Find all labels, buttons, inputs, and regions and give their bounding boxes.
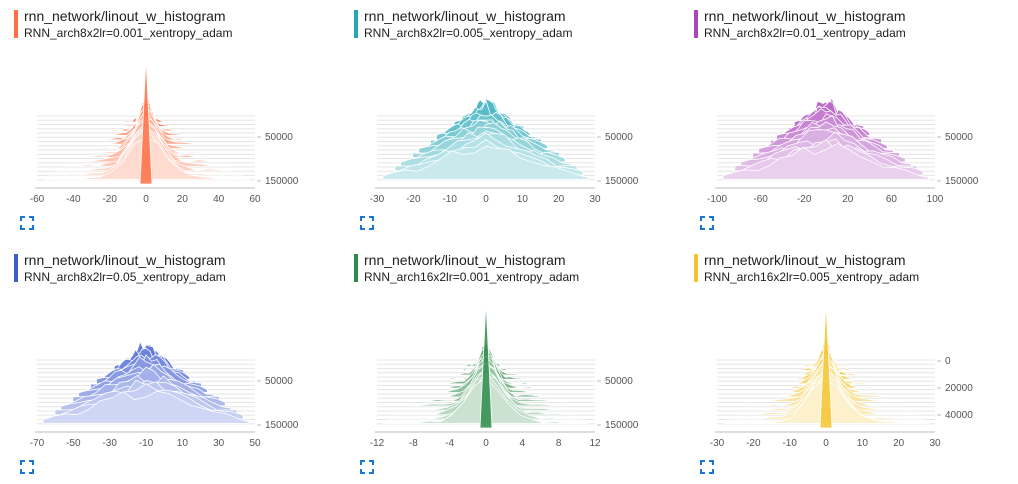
expand-icon[interactable]: [360, 460, 374, 474]
x-tick-label: -30: [102, 438, 117, 449]
x-tick-label: -10: [442, 194, 457, 205]
y-tick-label: 20000: [945, 383, 973, 394]
y-tick-label: 150000: [605, 420, 639, 431]
run-color-swatch: [14, 254, 18, 282]
run-name: RNN_arch8x2lr=0.05_xentropy_adam: [24, 270, 226, 284]
expand-icon[interactable]: [20, 216, 34, 230]
x-tick-label: 30: [213, 438, 225, 449]
x-tick-label: -30: [710, 438, 725, 449]
x-tick-label: 40: [213, 194, 225, 205]
histogram-peak: [139, 57, 153, 185]
card-title: rnn_network/linout_w_histogram: [24, 8, 226, 24]
x-tick-label: -10: [782, 438, 797, 449]
y-tick-label: 50000: [605, 376, 633, 387]
run-color-swatch: [694, 10, 698, 38]
histogram-card: rnn_network/linout_w_histogram RNN_arch8…: [340, 0, 670, 240]
run-name: RNN_arch8x2lr=0.001_xentropy_adam: [24, 26, 233, 40]
x-tick-label: 10: [177, 438, 189, 449]
card-title: rnn_network/linout_w_histogram: [704, 8, 906, 24]
x-tick-label: 0: [483, 194, 489, 205]
run-color-swatch: [354, 10, 358, 38]
x-tick-label: -30: [370, 194, 385, 205]
histogram-chart: -100 -60 -20 20 60 100 50000 150000: [707, 96, 979, 205]
expand-icon[interactable]: [360, 216, 374, 230]
x-tick-label: 0: [143, 194, 149, 205]
x-tick-label: -20: [406, 194, 421, 205]
histogram-layer: [382, 145, 590, 180]
run-name: RNN_arch8x2lr=0.005_xentropy_adam: [364, 26, 573, 40]
x-tick-label: -8: [409, 438, 418, 449]
y-tick-label: 150000: [265, 420, 299, 431]
x-tick-label: 100: [927, 194, 944, 205]
x-tick-label: 20: [553, 194, 565, 205]
y-tick-label: 50000: [265, 376, 293, 387]
histogram-chart: -30 -20 -10 0 10 20 30 50000 150000: [370, 98, 639, 205]
x-tick-label: 4: [520, 438, 526, 449]
y-tick-label: 50000: [265, 132, 293, 143]
histogram-chart: -70 -50 -30 -10 10 30 50 50000 150000: [30, 340, 299, 449]
expand-icon[interactable]: [20, 460, 34, 474]
x-tick-label: 30: [929, 438, 941, 449]
card-title: rnn_network/linout_w_histogram: [364, 252, 566, 268]
histogram-layer: [722, 142, 930, 180]
x-tick-label: 8: [556, 438, 562, 449]
histogram-peak: [479, 301, 493, 429]
card-title: rnn_network/linout_w_histogram: [704, 252, 906, 268]
x-tick-label: -4: [445, 438, 454, 449]
histogram-chart: -30 -20 -10 0 10 20 30 0 20000 40000: [710, 301, 973, 449]
y-tick-label: 50000: [605, 132, 633, 143]
x-tick-label: 10: [517, 194, 529, 205]
histogram-card: rnn_network/linout_w_histogram RNN_arch1…: [340, 244, 670, 484]
x-tick-label: -20: [102, 194, 117, 205]
x-tick-label: -100: [707, 194, 727, 205]
x-tick-label: -20: [797, 194, 812, 205]
x-tick-label: 60: [249, 194, 261, 205]
run-color-swatch: [354, 254, 358, 282]
x-tick-label: 0: [823, 438, 829, 449]
x-tick-label: 0: [483, 438, 489, 449]
run-name: RNN_arch8x2lr=0.01_xentropy_adam: [704, 26, 906, 40]
y-tick-label: 50000: [945, 132, 973, 143]
card-title: rnn_network/linout_w_histogram: [24, 252, 226, 268]
x-tick-label: -70: [30, 438, 45, 449]
x-tick-label: 12: [589, 438, 601, 449]
run-color-swatch: [694, 254, 698, 282]
x-tick-label: -60: [753, 194, 768, 205]
histogram-layer: [42, 390, 250, 424]
y-tick-label: 0: [945, 356, 951, 367]
histogram-card: rnn_network/linout_w_histogram RNN_arch8…: [680, 0, 1010, 240]
x-tick-label: 30: [589, 194, 601, 205]
histogram-peak: [819, 301, 833, 429]
x-tick-label: -40: [66, 194, 81, 205]
x-tick-label: 20: [893, 438, 905, 449]
x-tick-label: -20: [746, 438, 761, 449]
histogram-card: rnn_network/linout_w_histogram RNN_arch8…: [0, 244, 330, 484]
x-tick-label: 50: [249, 438, 261, 449]
x-tick-label: 20: [842, 194, 854, 205]
y-tick-label: 150000: [605, 176, 639, 187]
expand-icon[interactable]: [700, 460, 714, 474]
x-tick-label: -10: [139, 438, 154, 449]
x-tick-label: -60: [30, 194, 45, 205]
run-name: RNN_arch16x2lr=0.001_xentropy_adam: [364, 270, 580, 284]
run-color-swatch: [14, 10, 18, 38]
histogram-card: rnn_network/linout_w_histogram RNN_arch1…: [680, 244, 1010, 484]
x-tick-label: 60: [886, 194, 898, 205]
run-name: RNN_arch16x2lr=0.005_xentropy_adam: [704, 270, 920, 284]
x-tick-label: -50: [66, 438, 81, 449]
y-tick-label: 150000: [265, 176, 299, 187]
histogram-chart: -60 -40 -20 0 20 40 60 50000 150000: [30, 57, 299, 205]
x-tick-label: 20: [177, 194, 189, 205]
x-tick-label: -12: [370, 438, 385, 449]
card-title: rnn_network/linout_w_histogram: [364, 8, 566, 24]
histogram-card: rnn_network/linout_w_histogram RNN_arch8…: [0, 0, 330, 240]
x-tick-label: 10: [857, 438, 869, 449]
y-tick-label: 40000: [945, 410, 973, 421]
y-tick-label: 150000: [945, 176, 979, 187]
histogram-chart: -12 -8 -4 0 4 8 12 50000 150000: [370, 301, 639, 449]
expand-icon[interactable]: [700, 216, 714, 230]
